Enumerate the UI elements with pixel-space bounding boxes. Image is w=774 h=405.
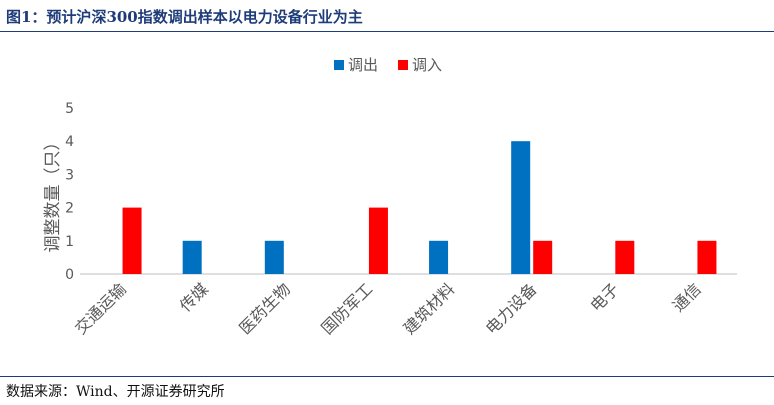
y-tick-label: 3 — [65, 167, 74, 183]
y-axis-title: 调整数量（只） — [43, 134, 63, 253]
legend-label: 调出 — [348, 56, 378, 74]
y-tick-label: 4 — [65, 134, 74, 150]
x-tick-label: 医药生物 — [235, 279, 294, 338]
x-tick-label: 国防军工 — [318, 279, 377, 338]
y-tick-label: 1 — [65, 234, 74, 250]
y-tick-label: 5 — [65, 101, 74, 117]
x-tick-label: 建筑材料 — [400, 279, 459, 338]
bar-out — [182, 240, 202, 274]
x-tick-label: 电力设备 — [482, 279, 541, 338]
y-tick-label: 0 — [65, 267, 74, 283]
bar-in — [697, 240, 717, 274]
source-rule — [0, 376, 774, 377]
y-tick-label: 2 — [65, 201, 74, 217]
bar-in — [368, 207, 388, 274]
source-note: 数据来源：Wind、开源证券研究所 — [6, 384, 225, 400]
legend-swatch — [398, 60, 408, 70]
x-tick-label: 传媒 — [176, 279, 212, 315]
bar-in — [533, 240, 553, 274]
bar-in — [122, 207, 142, 274]
bar-out — [511, 141, 531, 274]
bar-in — [615, 240, 635, 274]
bar-out — [429, 240, 449, 274]
figure-title: 图1：预计沪深300指数调出样本以电力设备行业为主 — [6, 8, 363, 26]
x-tick-label: 电子 — [587, 279, 623, 315]
x-tick-label: 交通运输 — [71, 279, 130, 338]
bar-out — [264, 240, 284, 274]
bar-chart: 0 1 2 3 4 5 调整数量（只） 交通运输 传媒 医药生物 国防军工 建筑材料 电力设备 电子 通信 调… — [43, 56, 737, 338]
title-rule — [0, 31, 774, 32]
x-tick-label: 通信 — [669, 279, 705, 315]
legend-label: 调入 — [412, 56, 442, 74]
legend-swatch — [334, 60, 344, 70]
